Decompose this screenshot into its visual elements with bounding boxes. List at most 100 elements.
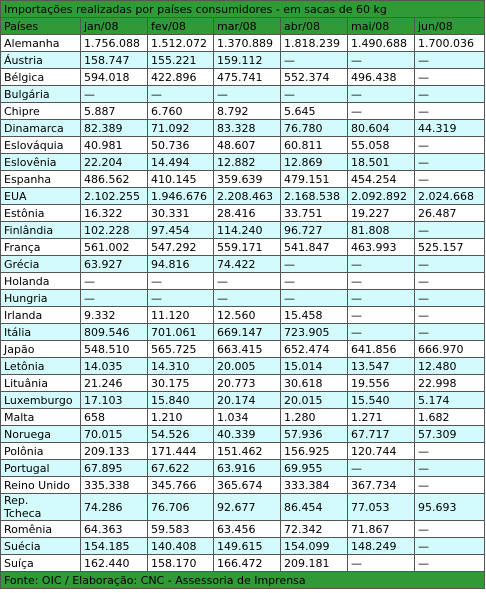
value-cell: — <box>414 102 485 120</box>
value-cell: — <box>280 85 348 103</box>
value-cell: 20.015 <box>280 391 348 409</box>
value-cell: 333.384 <box>280 476 348 494</box>
value-cell: 15.540 <box>347 391 415 409</box>
value-cell: 86.454 <box>280 493 348 521</box>
value-cell: 40.339 <box>213 425 281 443</box>
value-cell: 140.408 <box>147 537 214 555</box>
value-cell: 641.856 <box>347 340 415 358</box>
value-cell: 158.747 <box>80 51 148 69</box>
value-cell: 1.490.688 <box>347 34 415 52</box>
value-cell: 359.639 <box>213 170 281 188</box>
value-cell: 2.208.463 <box>213 187 281 205</box>
value-cell: 209.181 <box>280 554 348 572</box>
value-cell: 594.018 <box>80 68 148 86</box>
value-cell: 496.438 <box>347 68 415 86</box>
value-cell: 1.756.088 <box>80 34 148 52</box>
value-cell: 12.480 <box>414 357 485 375</box>
data-row: França 561.002 547.292 559.171 541.847 463.99… <box>0 238 485 256</box>
value-cell: 2.168.538 <box>280 187 348 205</box>
value-cell: 76.780 <box>280 119 348 137</box>
data-row: Polônia 209.133 171.444 151.462 156.925 120.7… <box>0 442 485 460</box>
value-cell: 209.133 <box>80 442 148 460</box>
value-cell: 11.120 <box>147 306 214 324</box>
value-cell: 72.342 <box>280 520 348 538</box>
value-cell: — <box>280 289 348 307</box>
data-row: Lituânia 21.246 30.175 20.773 30.618 19.556 22… <box>0 374 485 392</box>
value-cell: 1.700.036 <box>414 34 485 52</box>
country-cell: Romênia <box>0 520 81 538</box>
value-cell: 63.456 <box>213 520 281 538</box>
value-cell: 77.053 <box>347 493 415 521</box>
country-cell: Irlanda <box>0 306 81 324</box>
country-cell: Grécia <box>0 255 81 273</box>
header-row: Países jan/08 fev/08 mar/08 abr/08 mai/08 jun/… <box>0 17 485 35</box>
header-cell: Países <box>0 17 81 35</box>
value-cell: — <box>414 255 485 273</box>
value-cell: 166.472 <box>213 554 281 572</box>
country-cell: Bulgária <box>0 85 81 103</box>
value-cell: 809.546 <box>80 323 148 341</box>
data-row: Grécia 63.927 94.816 74.422— — — <box>0 255 485 273</box>
value-cell: 67.622 <box>147 459 214 477</box>
value-cell: 548.510 <box>80 340 148 358</box>
value-cell: 475.741 <box>213 68 281 86</box>
data-row: Suíça 162.440 158.170 166.472 209.181— — <box>0 554 485 572</box>
value-cell: 81.808 <box>347 221 415 239</box>
value-cell: 40.981 <box>80 136 148 154</box>
value-cell: 1.280 <box>280 408 348 426</box>
value-cell: 1.034 <box>213 408 281 426</box>
value-cell: 19.556 <box>347 374 415 392</box>
header-cell: mai/08 <box>347 17 415 35</box>
data-row: Alemanha 1.756.088 1.512.072 1.370.889 1.818… <box>0 34 485 52</box>
value-cell: 479.151 <box>280 170 348 188</box>
value-cell: — <box>213 272 281 290</box>
value-cell: — <box>414 221 485 239</box>
value-cell: — <box>280 51 348 69</box>
value-cell: — <box>347 85 415 103</box>
value-cell: — <box>147 272 214 290</box>
value-cell: 21.246 <box>80 374 148 392</box>
value-cell: 71.092 <box>147 119 214 137</box>
value-cell: — <box>80 85 148 103</box>
value-cell: 2.024.668 <box>414 187 485 205</box>
value-cell: — <box>280 272 348 290</box>
data-row: Espanha 486.562 410.145 359.639 479.151 454.2… <box>0 170 485 188</box>
value-cell: 2.092.892 <box>347 187 415 205</box>
value-cell: 1.210 <box>147 408 214 426</box>
value-cell: 63.927 <box>80 255 148 273</box>
data-row: EUA 2.102.255 1.946.676 2.208.463 2.168.538 2… <box>0 187 485 205</box>
value-cell: 1.682 <box>414 408 485 426</box>
value-cell: — <box>414 442 485 460</box>
value-cell: 20.174 <box>213 391 281 409</box>
value-cell: — <box>414 289 485 307</box>
value-cell: 5.887 <box>80 102 148 120</box>
value-cell: 70.015 <box>80 425 148 443</box>
value-cell: 345.766 <box>147 476 214 494</box>
value-cell: 55.058 <box>347 136 415 154</box>
value-cell: 155.221 <box>147 51 214 69</box>
value-cell: 547.292 <box>147 238 214 256</box>
value-cell: 2.102.255 <box>80 187 148 205</box>
value-cell: 114.240 <box>213 221 281 239</box>
value-cell: 20.773 <box>213 374 281 392</box>
footer-text: Fonte: OIC / Elaboração: CNC - Assessori… <box>0 571 485 589</box>
data-row: Chipre 5.887 6.760 8.792 5.645— — <box>0 102 485 120</box>
data-row: Japão 548.510 565.725 663.415 652.474 641.856… <box>0 340 485 358</box>
value-cell: 365.674 <box>213 476 281 494</box>
country-cell: Holanda <box>0 272 81 290</box>
value-cell: 658 <box>80 408 148 426</box>
value-cell: 44.319 <box>414 119 485 137</box>
value-cell: 15.840 <box>147 391 214 409</box>
country-cell: Espanha <box>0 170 81 188</box>
value-cell: — <box>414 323 485 341</box>
value-cell: — <box>347 554 415 572</box>
value-cell: 57.936 <box>280 425 348 443</box>
value-cell: 82.389 <box>80 119 148 137</box>
country-cell: Estônia <box>0 204 81 222</box>
value-cell: 96.727 <box>280 221 348 239</box>
value-cell: — <box>213 85 281 103</box>
value-cell: 76.706 <box>147 493 214 521</box>
header-cell: fev/08 <box>147 17 214 35</box>
data-row: Malta 658 1.210 1.034 1.280 1.271 1.682 <box>0 408 485 426</box>
